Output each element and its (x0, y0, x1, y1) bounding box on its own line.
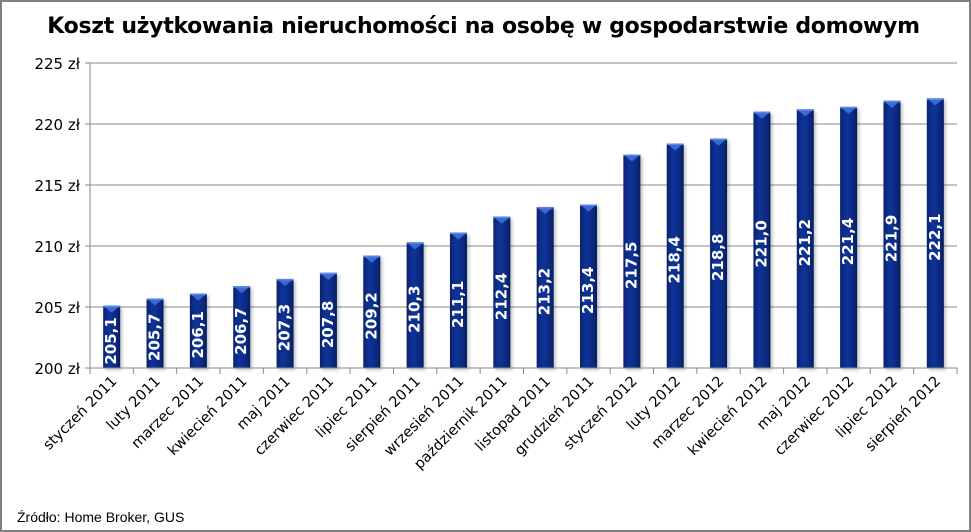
source-note: Źródło: Home Broker, GUS (17, 509, 185, 525)
y-tick-label: 210 zł (34, 238, 80, 256)
x-tick-label: kwiecień 2011 (165, 374, 250, 459)
bar-value-label: 212,4 (492, 273, 510, 320)
bar: 222,1 (926, 98, 944, 368)
bar-value-label: 205,7 (146, 314, 164, 361)
bar-value-label: 207,3 (276, 304, 294, 351)
bar-value-label: 217,5 (622, 242, 640, 289)
bar-value-label: 213,2 (536, 268, 554, 315)
y-axis: 200 zł 205 zł 210 zł 215 zł 220 zł 225 zł (34, 55, 91, 378)
bar-value-label: 205,1 (102, 317, 120, 364)
y-tick-label: 220 zł (34, 116, 80, 134)
bar: 210,3 (406, 242, 424, 368)
bar: 207,3 (276, 278, 294, 368)
x-tick-label: wrzesień 2011 (381, 374, 467, 460)
bar-value-label: 210,3 (406, 285, 424, 332)
bar: 217,5 (622, 154, 641, 368)
chart-title: Koszt użytkowania nieruchomości na osobę… (47, 14, 920, 39)
gridlines (90, 62, 957, 308)
bar: 207,8 (319, 272, 337, 368)
bar: 212,4 (492, 216, 511, 368)
bar-value-label: 211,1 (449, 281, 467, 328)
bar: 205,1 (102, 305, 121, 368)
bar: 209,2 (362, 255, 381, 368)
bar: 221,4 (839, 106, 858, 369)
bar: 218,8 (709, 138, 728, 368)
x-tick-label: czerwiec 2011 (252, 374, 337, 459)
bar-value-label: 221,2 (796, 219, 814, 266)
y-tick-label: 215 zł (34, 177, 80, 195)
bar: 218,4 (666, 143, 684, 368)
bar: 221,2 (796, 109, 814, 369)
bar-value-label: 207,8 (319, 301, 337, 348)
x-tick-label: listopad 2011 (473, 374, 554, 455)
y-tick-label: 200 zł (34, 360, 80, 378)
y-tick-label: 225 zł (34, 55, 80, 73)
y-tick-label: 205 zł (34, 299, 80, 317)
x-tick-label: grudzień 2011 (512, 374, 597, 459)
bar: 206,7 (232, 286, 251, 368)
x-tick-label: styczeń 2011 (41, 374, 121, 454)
bar-value-label: 222,1 (926, 213, 944, 260)
bar: 205,7 (146, 298, 164, 368)
bars: 205,1 205,7 206,1 206,7 207,3 207,8 209,2 210,3… (102, 98, 944, 369)
bar-value-label: 209,2 (362, 292, 380, 339)
bar: 206,1 (189, 293, 207, 368)
x-tick-label: sierpień 2012 (863, 374, 945, 456)
bar: 213,2 (536, 206, 554, 368)
bar-value-label: 206,1 (189, 311, 207, 358)
bar-value-label: 218,8 (709, 234, 727, 281)
bar-value-label: 206,7 (232, 307, 250, 354)
bar-value-label: 221,9 (882, 215, 900, 262)
x-tick-label: kwiecień 2012 (685, 374, 770, 459)
bar: 221,9 (882, 100, 901, 368)
bar-value-label: 213,4 (579, 267, 597, 314)
bar-value-label: 221,0 (752, 220, 770, 267)
x-tick-label: czerwiec 2012 (772, 374, 857, 459)
bar: 213,4 (579, 204, 598, 368)
bar-value-label: 218,4 (666, 236, 684, 283)
x-tick-label: sierpień 2011 (342, 374, 424, 456)
bar: 221,0 (752, 111, 771, 369)
bar-value-label: 221,4 (839, 218, 857, 265)
bar: 211,1 (449, 232, 467, 368)
